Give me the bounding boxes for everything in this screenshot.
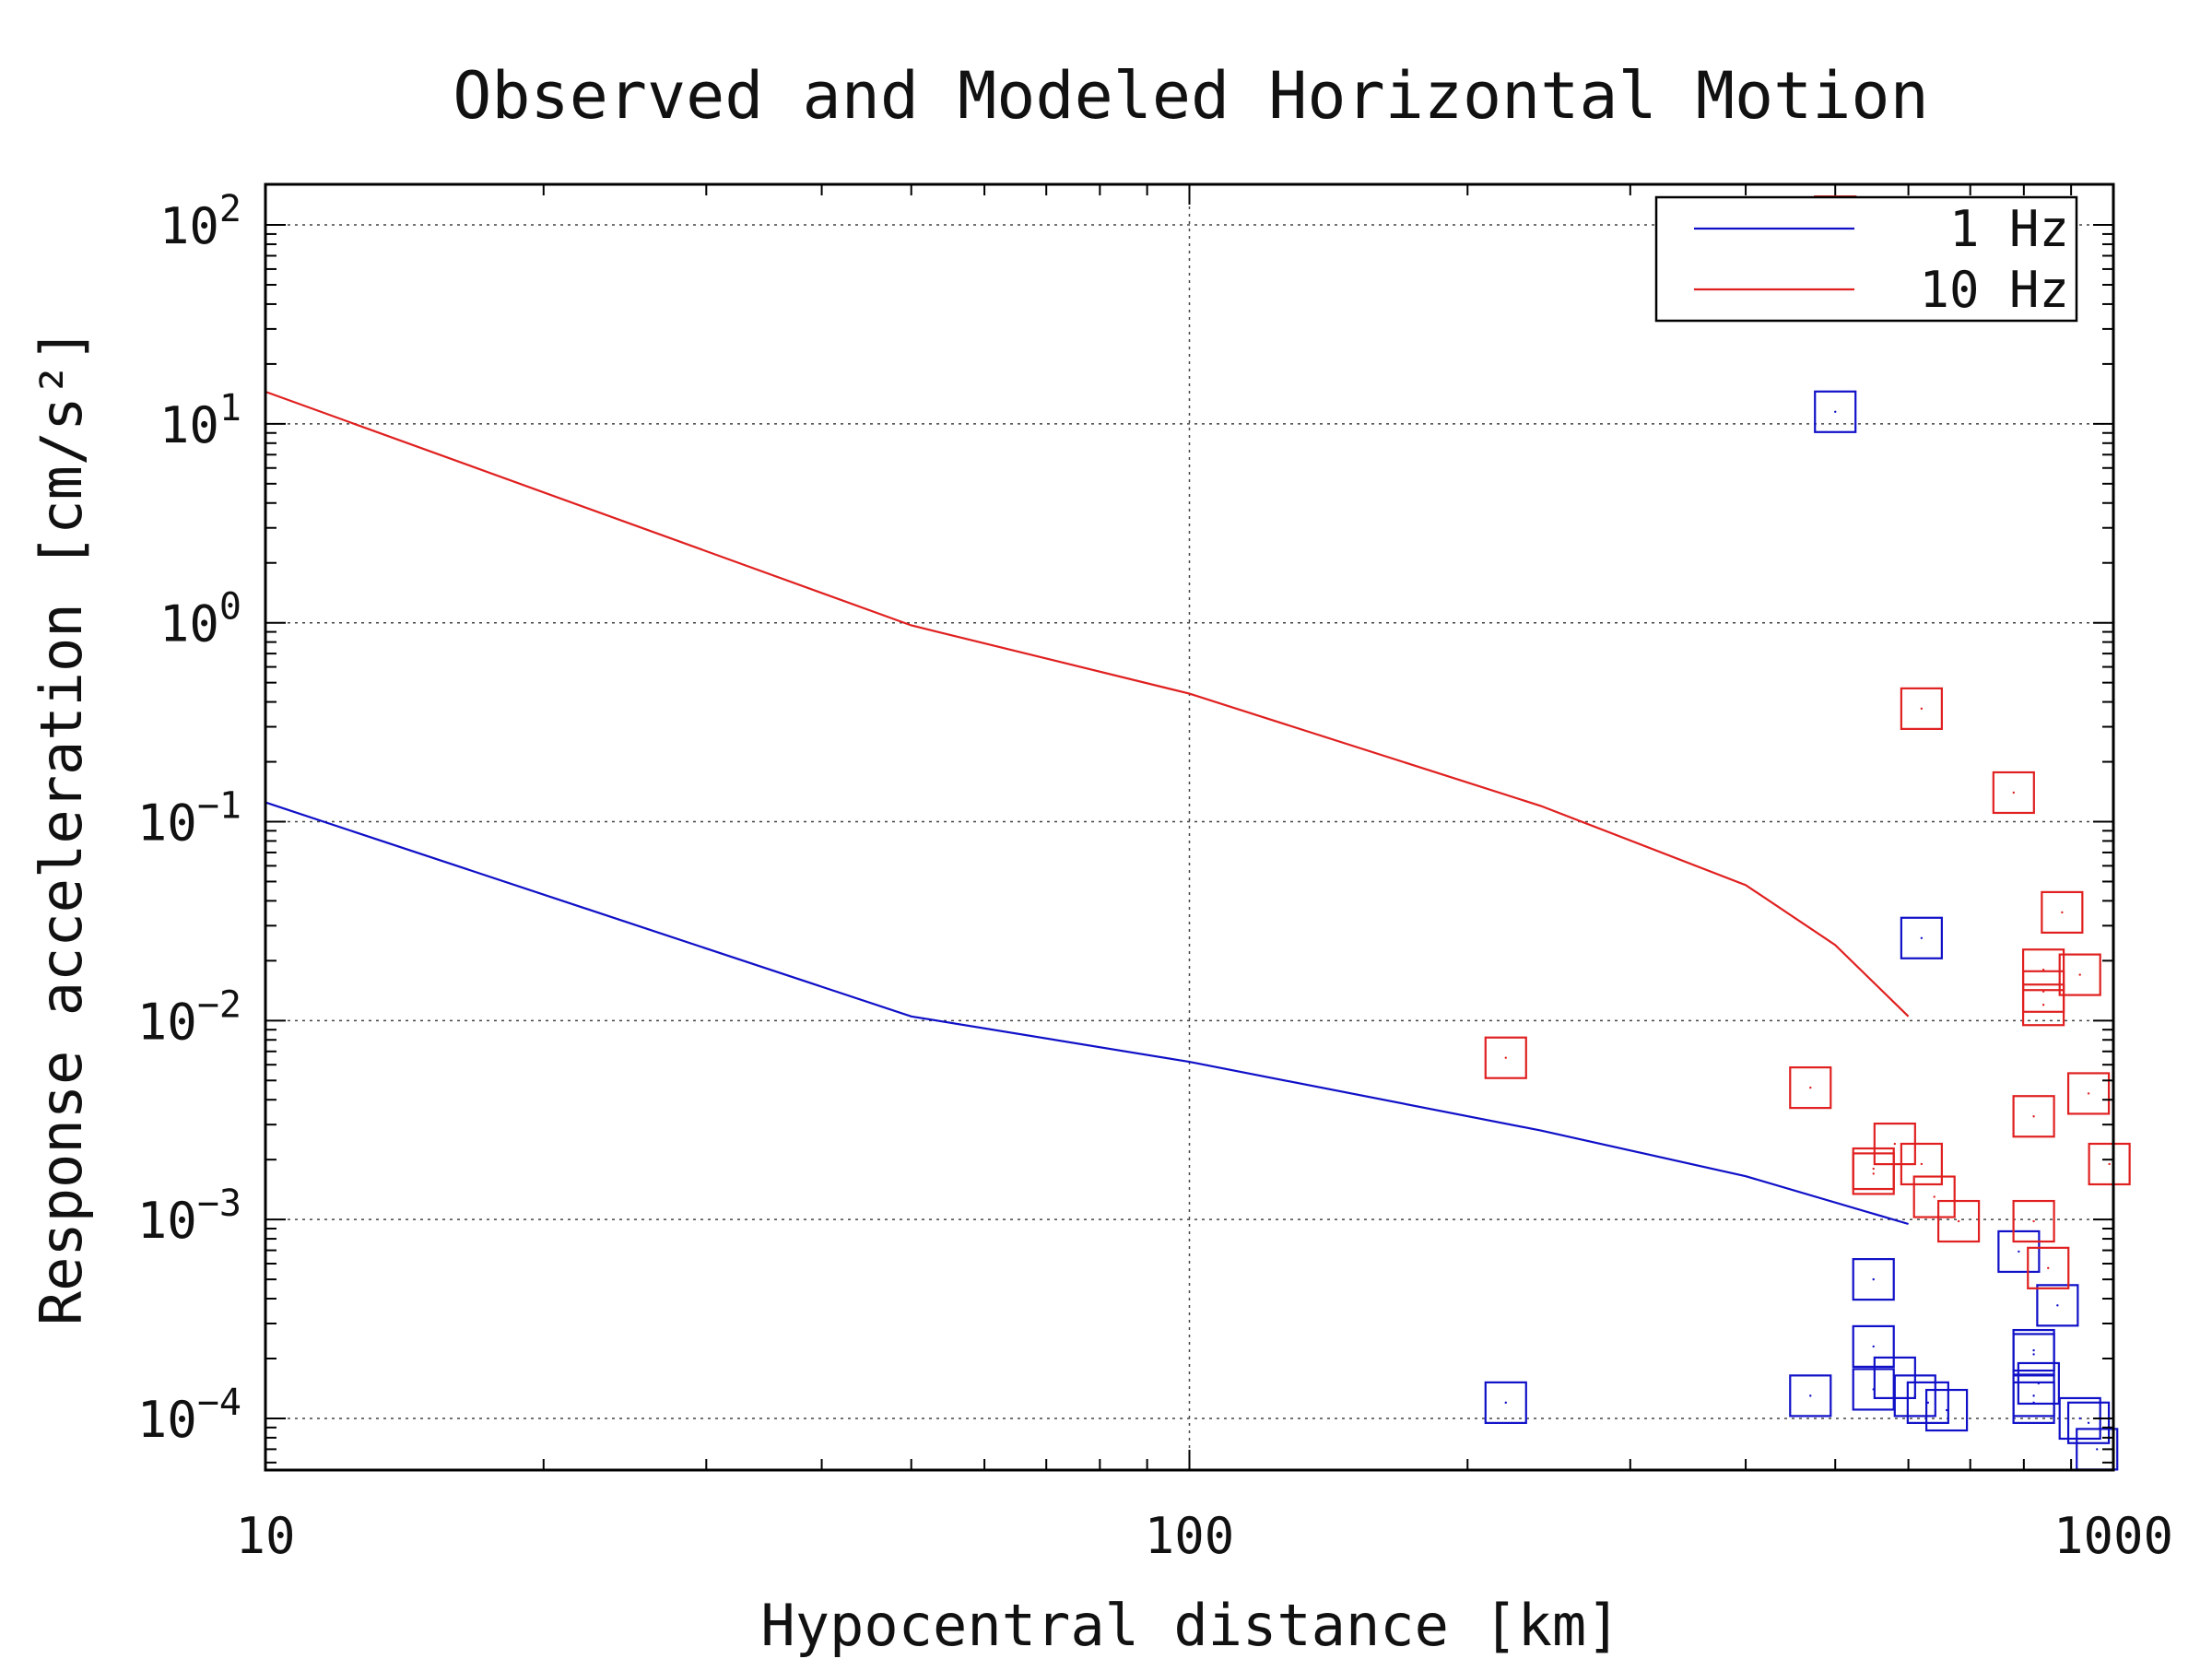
marker-center-10-hz (2032, 1219, 2035, 1223)
marker-center-1-hz (1504, 1401, 1507, 1405)
marker-center-10-hz (1893, 1142, 1897, 1146)
marker-center-10-hz (2047, 1266, 2050, 1270)
marker-10-hz (2021, 970, 2065, 1013)
marker-center-1-hz (1920, 936, 1924, 939)
y-tick-label: 101 (159, 387, 241, 454)
legend-label-1-hz: 1 Hz (1949, 200, 2069, 258)
marker-1-hz (1997, 1230, 2041, 1274)
marker-center-1-hz (2096, 1448, 2099, 1451)
x-tick-label: 100 (1145, 1507, 1235, 1565)
y-axis-label: Response acceleration [cm/s²] (28, 328, 95, 1326)
marker-center-1-hz (1945, 1408, 1948, 1412)
marker-center-1-hz (1834, 410, 1837, 413)
marker-10-hz (1900, 687, 1943, 730)
y-tick-label: 10−4 (137, 1382, 241, 1449)
marker-1-hz (1814, 390, 1857, 433)
marker-center-10-hz (2012, 791, 2016, 794)
marker-1-hz (1852, 1258, 1895, 1301)
marker-center-1-hz (1872, 1277, 1875, 1281)
y-tick-label: 10−2 (137, 983, 241, 1051)
marker-center-10-hz (1872, 1167, 1875, 1171)
x-tick-label: 10 (235, 1507, 295, 1565)
marker-center-1-hz (2032, 1353, 2035, 1356)
marker-10-hz (2012, 1095, 2055, 1138)
marker-10-hz (2088, 1142, 2131, 1186)
marker-10-hz (1900, 1142, 1943, 1186)
marker-center-10-hz (1957, 1219, 1960, 1223)
marker-10-hz (2021, 948, 2065, 992)
marker-center-1-hz (2032, 1394, 2035, 1397)
marker-center-10-hz (1920, 707, 1924, 711)
marker-center-10-hz (2061, 911, 2064, 914)
marker-center-1-hz (1926, 1401, 1930, 1405)
grid-lines (265, 184, 2113, 1470)
marker-center-1-hz (1913, 1394, 1916, 1397)
marker-center-1-hz (2037, 1382, 2041, 1385)
line-10-hz (265, 390, 1910, 1018)
marker-center-10-hz (2087, 1092, 2090, 1095)
y-tick-label: 102 (159, 188, 241, 255)
marker-10-hz (2041, 890, 2084, 935)
y-tick-label: 10−1 (137, 785, 241, 853)
marker-1-hz (2036, 1284, 2079, 1327)
marker-center-10-hz (1872, 1172, 1875, 1175)
marker-10-hz (1484, 1036, 1527, 1079)
y-tick-label: 100 (159, 586, 241, 653)
marker-1-hz (1852, 1324, 1895, 1368)
marker-10-hz (2058, 953, 2101, 996)
y-axis-tick-labels: 102 101 100 10−1 10−2 10−3 10−4 (137, 188, 241, 1449)
legend-label-10-hz: 10 Hz (1919, 261, 2069, 319)
marker-center-1-hz (2032, 1348, 2035, 1352)
marker-center-1-hz (1872, 1345, 1875, 1348)
x-tick-label: 1000 (2053, 1507, 2173, 1565)
y-tick-label: 10−3 (137, 1182, 241, 1250)
marker-10-hz (1912, 1175, 1956, 1218)
marker-center-1-hz (2018, 1250, 2020, 1253)
marker-center-10-hz (2041, 990, 2045, 993)
marker-10-hz (2027, 1246, 2070, 1289)
marker-center-10-hz (1933, 1195, 1936, 1198)
legend-box (1654, 195, 2078, 323)
marker-center-1-hz (2087, 1421, 2090, 1424)
marker-center-10-hz (2108, 1162, 2111, 1166)
x-axis-tick-labels: 10 100 1000 (235, 1507, 2173, 1565)
marker-center-10-hz (2078, 973, 2081, 976)
marker-1-hz (2012, 1328, 2055, 1372)
marker-1-hz (2066, 1401, 2111, 1444)
marker-1-hz (1900, 916, 1943, 959)
marker-1-hz (1484, 1381, 1527, 1424)
chart-title: Observed and Modeled Horizontal Motion (453, 58, 1928, 134)
marker-10-hz (1992, 771, 2035, 815)
marker-1-hz (1906, 1381, 1949, 1424)
marker-10-hz (1852, 1152, 1895, 1195)
line-1-hz (265, 801, 1909, 1226)
marker-10-hz (1936, 1199, 1981, 1243)
marker-center-1-hz (2078, 1417, 2081, 1420)
marker-10-hz (2066, 1072, 2111, 1115)
x-axis-label: Hypocentral distance [km] (760, 1592, 1620, 1659)
marker-center-10-hz (2032, 1115, 2035, 1118)
marker-1-hz (2017, 1361, 2060, 1406)
marker-1-hz (1924, 1388, 1969, 1432)
marker-center-10-hz (1920, 1162, 1924, 1166)
marker-1-hz (1789, 1374, 1832, 1418)
marker-10-hz (2012, 1199, 2055, 1243)
marker-1-hz (1893, 1374, 1936, 1418)
marker-center-1-hz (2056, 1304, 2059, 1307)
marker-center-10-hz (1809, 1086, 1812, 1089)
marker-center-1-hz (1809, 1394, 1812, 1397)
marker-center-10-hz (1504, 1056, 1507, 1059)
axis-ticks (265, 184, 2113, 1470)
marker-center-10-hz (2041, 1004, 2045, 1006)
marker-10-hz (1789, 1066, 1832, 1110)
